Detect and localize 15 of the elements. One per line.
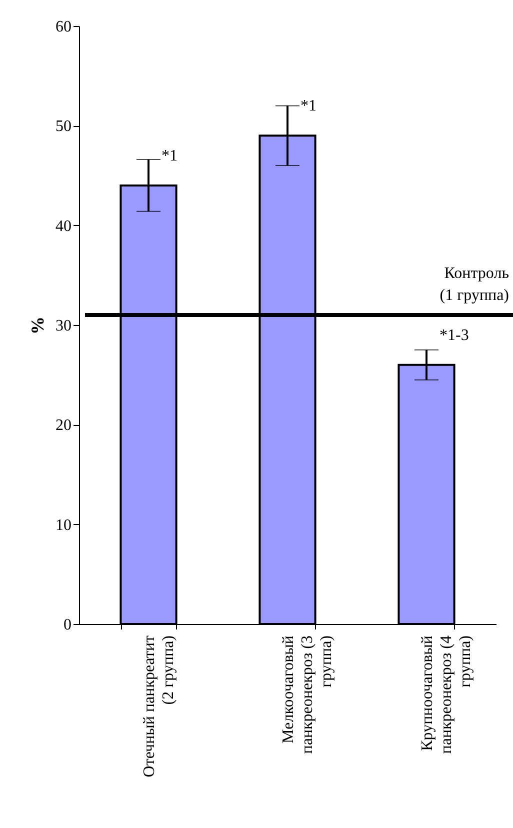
ref-line-label: Контроль (1 группа): [440, 265, 509, 304]
y-axis-title: %: [28, 316, 48, 334]
x-tick-label: Отечный панкреатит (2 группа): [141, 635, 177, 778]
y-tick-label: 20: [56, 417, 72, 434]
y-tick-label: 40: [56, 218, 72, 235]
y-tick-label: 50: [56, 118, 72, 136]
y-tick-label: 30: [56, 318, 72, 334]
annotation: *1: [162, 147, 178, 164]
y-tick-label: 10: [56, 516, 72, 534]
annotation: *1-3: [440, 326, 469, 344]
y-tick-label: 60: [56, 18, 72, 36]
annotation: *1: [300, 98, 316, 115]
x-tick-label: Крупноочаговый панкреонекроз (4 группа): [419, 635, 474, 754]
x-tick-label: Мелкоочаговый панкреонекроз (3 группа): [280, 635, 335, 754]
y-tick-label: 0: [64, 616, 72, 634]
